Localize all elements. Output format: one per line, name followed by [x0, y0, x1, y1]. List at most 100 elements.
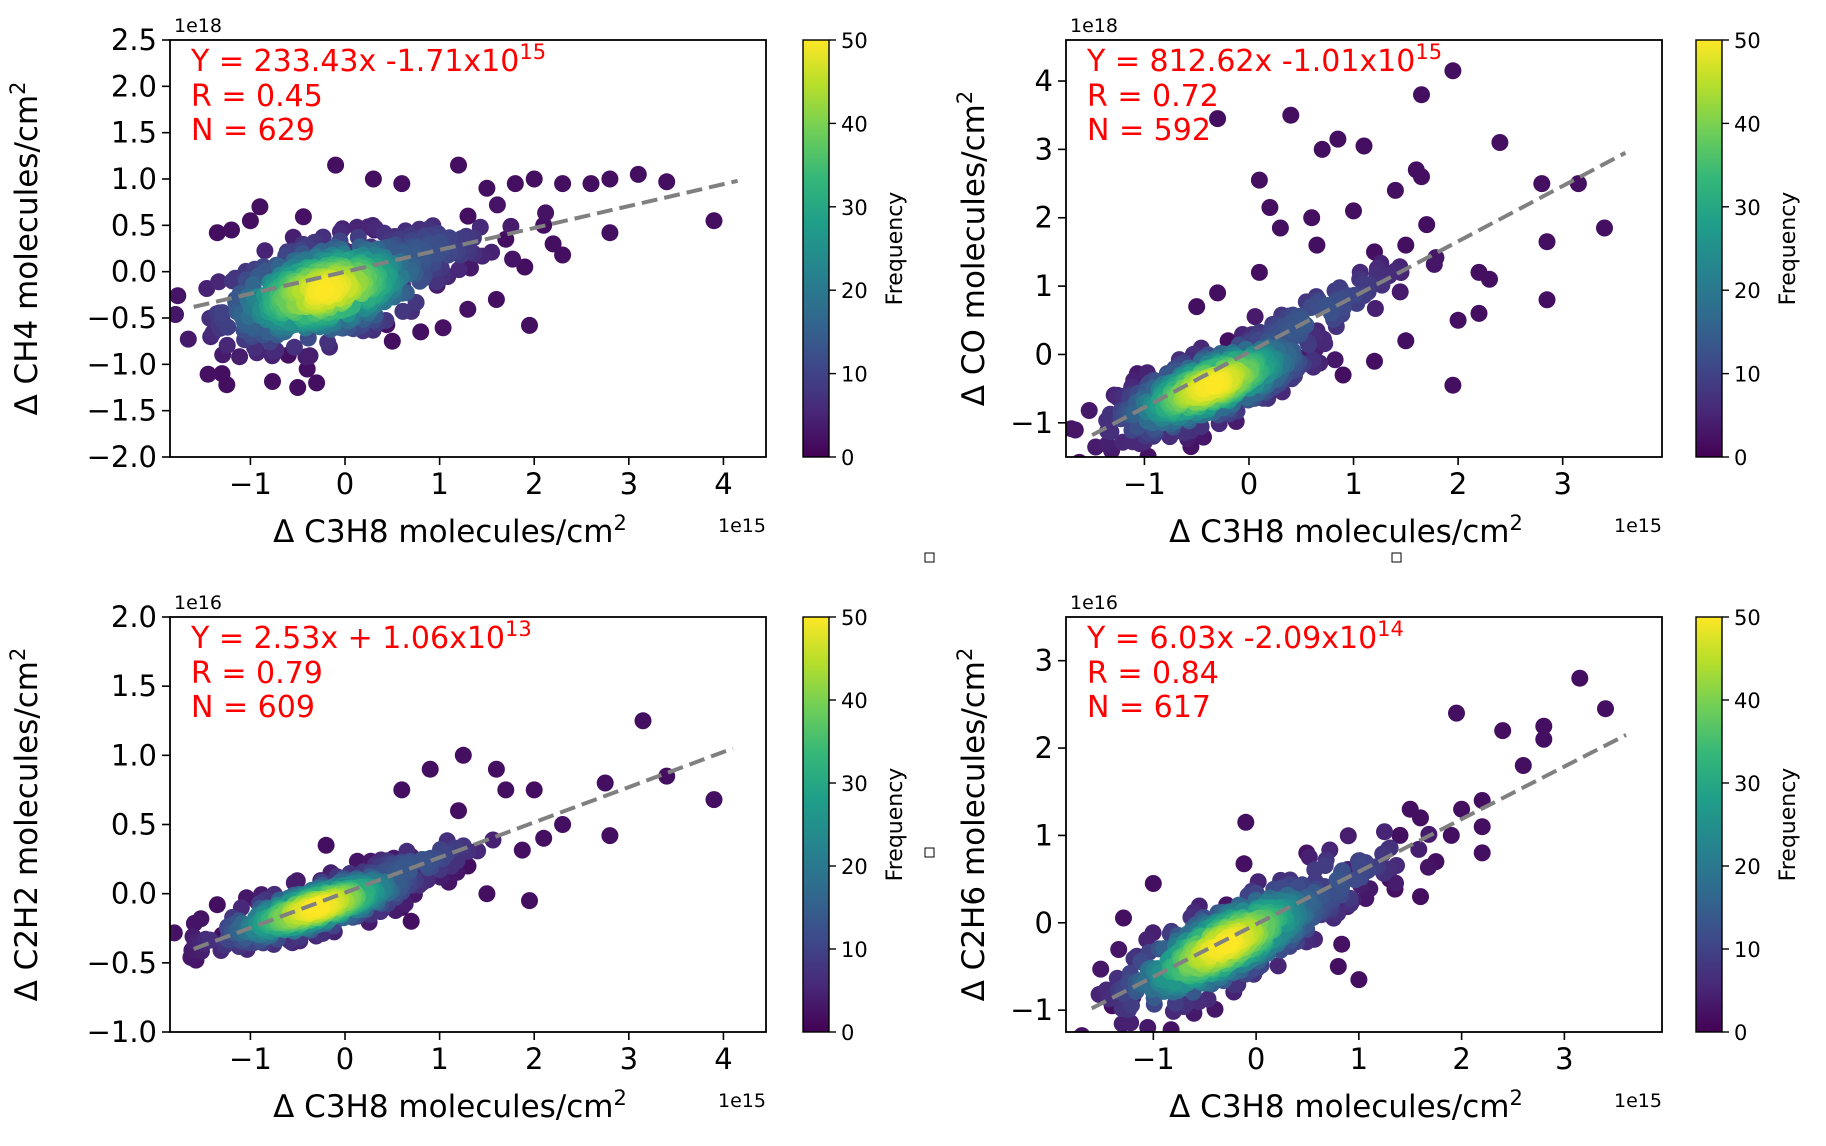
y-tick-label: 1.0 [111, 162, 157, 196]
scatter-point [1473, 818, 1491, 836]
x-tick-label: −1 [1123, 467, 1166, 501]
x-axis-label: Δ C3H8 molecules/cm2 [1169, 511, 1523, 550]
scatter-point [478, 885, 496, 903]
scatter-point [364, 170, 382, 188]
axes-frame [169, 39, 767, 458]
scatter-point [1329, 958, 1347, 975]
y-tick-label: 2.5 [111, 23, 157, 57]
y-tick-label: 3 [1035, 132, 1053, 166]
y-tick-label: 3 [1035, 644, 1053, 678]
y-tick-label: 1 [1035, 269, 1053, 303]
y-tick-label: −2.0 [87, 440, 157, 474]
correlation-label: R = 0.79 [191, 656, 323, 691]
x-tick-label: −1 [1132, 1042, 1175, 1076]
scatter-point [1333, 935, 1351, 953]
scatter-point [1303, 209, 1321, 227]
scatter-point [1376, 823, 1393, 841]
scatter-point [1448, 704, 1465, 722]
x-tick-label: 2 [1449, 467, 1467, 501]
scatter-point [1318, 297, 1336, 314]
scatter-point [1418, 216, 1436, 234]
colorbar: 0 10 20 30 40 50 Frequency [1695, 29, 1801, 470]
colorbar-tick-label: 40 [841, 689, 868, 713]
scatter-point [601, 224, 619, 242]
fit-line [193, 178, 739, 309]
x-tick-label: −1 [229, 467, 272, 501]
scatter-point [459, 207, 477, 225]
scatter-point [421, 760, 439, 778]
scatter-point [1329, 130, 1347, 148]
scatter-point [319, 333, 337, 351]
scatter-point [1571, 669, 1589, 687]
colorbar-tick-label: 40 [1734, 112, 1761, 136]
scatter-point [488, 196, 506, 214]
colorbar-tick-label: 0 [1734, 446, 1747, 470]
scatter-point [1397, 236, 1415, 254]
scatter-point [1413, 168, 1430, 186]
scatter-point [214, 304, 232, 322]
scatter-point [1188, 298, 1206, 316]
colorbar-label: Frequency [883, 192, 908, 306]
colorbar-tick-label: 10 [841, 363, 868, 387]
scatter-point [1350, 971, 1368, 989]
colorbar-gradient [802, 39, 830, 458]
scatter-point [1386, 181, 1404, 199]
scatter-point [1261, 199, 1279, 216]
scatter-point [525, 170, 543, 188]
scatter-point [383, 332, 401, 350]
scatter-point [1442, 826, 1460, 844]
scatter-point [1316, 857, 1334, 874]
x-axis-label: Δ C3H8 molecules/cm2 [273, 1086, 627, 1125]
x-tick-label: 1 [1350, 1042, 1368, 1076]
scatter-point [1481, 270, 1498, 288]
scatter-point [1538, 291, 1556, 309]
scatter-point [1204, 377, 1222, 395]
x-axis-label: Δ C3H8 molecules/cm2 [273, 511, 627, 550]
fit-equation: Y = 812.62x -1.01x1015 [1086, 40, 1442, 79]
scatter-panel-4: −1 0 1 2 3 −1 0 1 2 3 1e16 1e15 Δ C3H8 molecules/cm2… [953, 592, 1801, 1125]
scatter-point [478, 179, 496, 197]
colorbar-gradient [802, 616, 830, 1033]
x-offset-label: 1e15 [718, 515, 766, 537]
colorbar-label: Frequency [883, 768, 908, 882]
colorbar-tick-label: 10 [1734, 938, 1761, 962]
colorbar-tick-label: 20 [841, 855, 868, 879]
scatter-point [241, 212, 259, 230]
y-tick-label: 0.0 [111, 255, 157, 289]
scatter-point [213, 365, 231, 383]
y-tick-label: −1.0 [87, 347, 157, 381]
colorbar-tick-label: 50 [841, 606, 868, 630]
scatter-point [210, 273, 228, 291]
x-tick-label: 2 [525, 467, 543, 501]
scatter-point [450, 261, 468, 279]
colorbar-gradient [1695, 39, 1723, 458]
scatter-point [454, 746, 472, 764]
scatter-point [317, 836, 335, 854]
y-offset-label: 1e16 [174, 592, 222, 614]
x-tick-label: 1 [430, 467, 448, 501]
scatter-point [1494, 722, 1512, 740]
colorbar: 0 10 20 30 40 50 Frequency [802, 606, 908, 1045]
sample-count-label: N = 609 [191, 690, 315, 725]
scatter-point [317, 281, 335, 299]
colorbar-tick-label: 40 [841, 112, 868, 136]
scatter-point [264, 373, 281, 390]
scatter-point [1355, 137, 1373, 155]
scatter-point [1419, 858, 1437, 876]
scatter-point [582, 175, 600, 193]
scatter-panel-2: −1 0 1 2 3 −1 0 1 2 3 4 1e18 1e15 Δ C3H8 molecules/cm… [953, 15, 1801, 550]
colorbar-tick-label: 30 [841, 196, 868, 220]
scatter-point [1514, 757, 1532, 774]
y-axis-label: Δ CO molecules/cm2 [953, 91, 992, 406]
scatter-point [516, 258, 534, 276]
scatter-point [1313, 140, 1331, 158]
scatter-point [521, 892, 538, 910]
scatter-point [1122, 1014, 1140, 1032]
scatter-point [1412, 809, 1429, 827]
scatter-point [393, 175, 411, 193]
fit-equation: Y = 2.53x + 1.06x1013 [190, 617, 532, 656]
y-offset-label: 1e18 [1070, 15, 1118, 37]
sample-count-label: N = 629 [191, 113, 315, 148]
scatter-point [525, 781, 543, 799]
